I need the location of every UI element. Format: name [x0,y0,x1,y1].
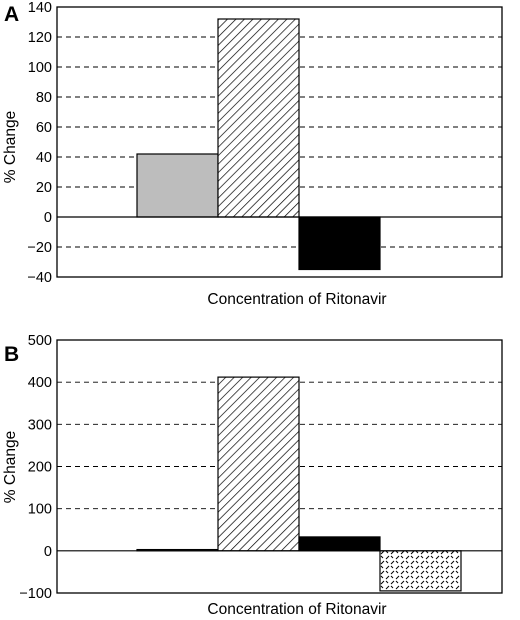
y-axis-title-a: % Change [2,111,19,183]
y-tick-label: 100 [28,60,52,76]
panel-b: B % Change −100 0 100 200 300 400 500 Concentr… [2,333,503,618]
y-tick-label: 300 [28,417,52,433]
bars-a [136,18,381,271]
y-tick-label: 500 [28,333,52,349]
panel-a: A % Change −40 −20 0 20 40 60 80 100 120 140 Conc… [2,0,503,308]
gridlines-a [57,36,502,248]
y-tick-label: 200 [28,460,52,476]
y-tick-label: 60 [36,120,52,136]
panel-label-a: A [4,3,19,26]
y-tick-label: −40 [27,270,52,286]
x-axis-title-a: Concentration of Ritonavir [207,291,386,308]
y-tick-label: 100 [28,502,52,518]
plot-frame-b [56,339,503,594]
y-tick-labels-b: −100 0 100 200 300 400 500 [19,333,52,602]
y-tick-label: 20 [36,180,52,196]
plot-frame-a [56,6,503,278]
y-axis-title-b: % Change [2,431,19,503]
y-tick-labels-a: −40 −20 0 20 40 60 80 100 120 140 [27,0,52,286]
gridlines-b [57,381,502,510]
y-tick-label: −100 [19,586,52,602]
y-tick-label: −20 [27,240,52,256]
y-tick-label: 0 [44,210,52,226]
y-tick-label: 80 [36,90,52,106]
bar-1 [136,153,219,218]
x-axis-title-b: Concentration of Ritonavir [207,601,386,618]
y-tick-label: 40 [36,150,52,166]
y-tick-label: 120 [28,30,52,46]
y-tick-label: 140 [28,0,52,16]
bars-b [136,376,462,592]
y-tick-label: 0 [44,544,52,560]
bar-2 [217,18,300,218]
bar-2 [217,376,300,552]
bar-3 [298,536,381,552]
panel-label-b: B [4,343,19,366]
bar-4 [379,550,462,592]
bar-3 [298,216,381,271]
y-tick-label: 400 [28,375,52,391]
